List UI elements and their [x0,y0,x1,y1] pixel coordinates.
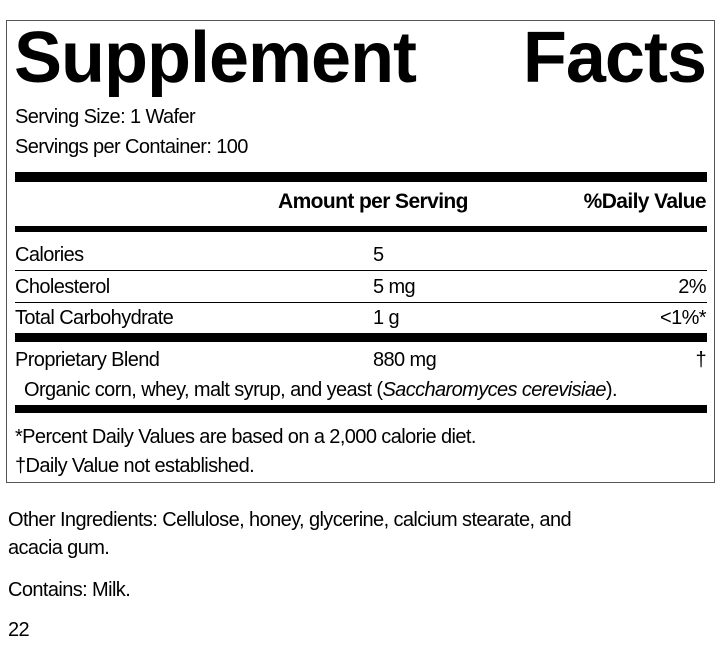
divider-medium [15,226,707,232]
panel-title-facts: Facts [522,18,707,98]
panel-title-supplement: Supplement [14,18,417,98]
nutrient-dv: <1%* [660,307,707,329]
serving-size: Serving Size: 1 Wafer [15,106,196,128]
nutrient-dv: † [695,349,706,371]
nutrient-amount: 5 [373,244,384,266]
nutrient-amount: 1 g [373,307,400,329]
footnote-dagger: †Daily Value not established. [15,455,255,477]
divider-thin [15,270,707,271]
allergen-contains: Contains: Milk. [8,579,131,601]
nutrient-name: Proprietary Blend [15,349,160,371]
divider-thick [15,405,707,413]
divider-thick [15,333,707,342]
page-number: 22 [8,619,30,641]
divider-thick [15,172,707,182]
header-daily-value: %Daily Value [583,190,707,213]
nutrient-name: Cholesterol [15,276,110,298]
blend-text-end: ). [605,379,618,401]
nutrient-dv: 2% [678,276,706,298]
supplement-facts-panel [6,20,715,483]
divider-thin [15,302,707,303]
nutrient-name: Calories [15,244,84,266]
nutrient-name: Total Carbohydrate [15,307,174,329]
nutrient-amount: 880 mg [373,349,437,371]
blend-species: Saccharomyces cerevisiae [382,379,606,401]
nutrient-amount: 5 mg [373,276,416,298]
footnote-percent-daily: *Percent Daily Values are based on a 2,0… [15,426,476,448]
blend-text: Organic corn, whey, malt syrup, and yeas… [24,379,383,401]
header-amount: Amount per Serving [278,190,468,213]
servings-per-container: Servings per Container: 100 [15,136,248,158]
other-ingredients: Other Ingredients: Cellulose, honey, gly… [8,509,572,531]
blend-ingredients: Organic corn, whey, malt syrup, and yeas… [24,379,618,401]
other-ingredients-cont: acacia gum. [8,537,110,559]
